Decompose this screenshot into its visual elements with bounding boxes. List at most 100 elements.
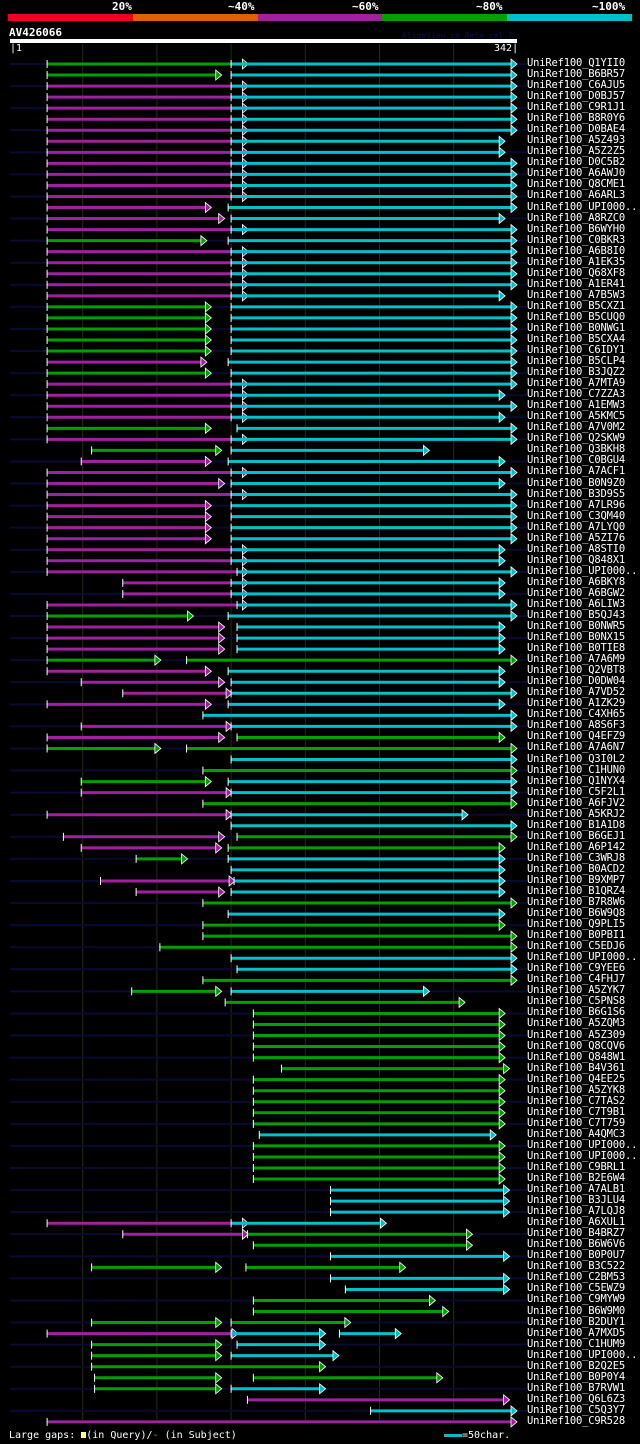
hit-row[interactable] <box>46 267 518 280</box>
hit-row[interactable] <box>46 599 518 611</box>
hit-label[interactable]: UniRef100_UPI000.. <box>527 1149 638 1162</box>
hit-label[interactable]: UniRef100_A7ACF1 <box>527 465 625 478</box>
hit-row[interactable] <box>46 179 518 192</box>
hit-row[interactable] <box>10 168 527 181</box>
hit-row[interactable] <box>46 554 506 567</box>
hit-label[interactable]: UniRef100_B3JLU4 <box>527 1194 625 1207</box>
hit-label[interactable]: UniRef100_B6W6V6 <box>527 1238 625 1251</box>
hit-row[interactable] <box>46 245 518 258</box>
hit-label[interactable]: UniRef100_A7B5W3 <box>527 288 625 301</box>
hit-row[interactable] <box>258 1129 497 1141</box>
hit-row[interactable] <box>91 1261 407 1274</box>
hit-label[interactable]: UniRef100_B6W9Q8 <box>527 907 625 920</box>
hit-label[interactable]: UniRef100_A8S6F3 <box>527 719 625 732</box>
hit-row[interactable] <box>10 676 527 689</box>
hit-row[interactable] <box>10 742 527 755</box>
hit-row[interactable] <box>252 1084 506 1097</box>
hit-label[interactable]: UniRef100_Q8CME1 <box>527 178 625 191</box>
hit-label[interactable]: UniRef100_A8RZC0 <box>527 211 625 224</box>
hit-label[interactable]: UniRef100_C6IDY1 <box>527 344 625 357</box>
hit-label[interactable]: UniRef100_B6BR57 <box>527 68 625 81</box>
hit-label[interactable]: UniRef100_B5CXA4 <box>527 333 625 345</box>
hit-row[interactable] <box>46 113 518 126</box>
hit-label[interactable]: UniRef100_A7LYQ0 <box>527 520 625 533</box>
hit-row[interactable] <box>10 1117 527 1130</box>
hit-row[interactable] <box>46 289 506 302</box>
hit-label[interactable]: UniRef100_A7MXD5 <box>527 1326 625 1339</box>
hit-row[interactable] <box>246 1393 511 1406</box>
hit-label[interactable]: UniRef100_A6FJV2 <box>527 796 625 809</box>
hit-row[interactable] <box>10 345 527 357</box>
hit-row[interactable] <box>10 720 527 733</box>
hit-row[interactable] <box>10 632 527 644</box>
hit-label[interactable]: UniRef100_UPI000.. <box>527 564 638 577</box>
hit-row[interactable] <box>10 80 527 92</box>
hit-row[interactable] <box>10 1095 527 1108</box>
hit-row[interactable] <box>10 256 527 269</box>
hit-row[interactable] <box>252 1040 506 1053</box>
hit-label[interactable]: UniRef100_Q3BKH8 <box>527 443 625 456</box>
hit-label[interactable]: UniRef100_A1ZK29 <box>527 697 625 710</box>
hit-row[interactable] <box>135 886 506 898</box>
hit-row[interactable] <box>10 58 527 70</box>
hit-label[interactable]: UniRef100_B3D9S5 <box>527 487 625 500</box>
hit-label[interactable]: UniRef100_B0TIE8 <box>527 642 625 655</box>
hit-row[interactable] <box>10 897 527 909</box>
hit-row[interactable] <box>10 477 527 490</box>
hit-row[interactable] <box>202 930 518 943</box>
hit-label[interactable]: UniRef100_A5KRJ2 <box>527 807 625 820</box>
hit-row[interactable] <box>91 1349 340 1362</box>
hit-row[interactable] <box>46 356 518 368</box>
hit-label[interactable]: UniRef100_A5ZYK7 <box>527 984 625 997</box>
hit-label[interactable]: UniRef100_A7ALB1 <box>527 1183 625 1196</box>
hit-label[interactable]: UniRef100_A8STI0 <box>527 542 625 555</box>
hit-label[interactable]: UniRef100_Q2SKW9 <box>527 432 625 445</box>
hit-label[interactable]: UniRef100_A5ZI76 <box>527 531 625 544</box>
hit-label[interactable]: UniRef100_C5Q3Y7 <box>527 1403 625 1416</box>
hit-row[interactable] <box>46 488 518 501</box>
hit-label[interactable]: UniRef100_A5ZYK8 <box>527 1083 625 1096</box>
hit-row[interactable] <box>10 786 527 799</box>
hit-row[interactable] <box>10 1360 527 1373</box>
hit-row[interactable] <box>10 499 527 512</box>
hit-label[interactable]: UniRef100_B2DUY1 <box>527 1315 625 1328</box>
hit-label[interactable]: UniRef100_B3C522 <box>527 1260 625 1273</box>
hit-row[interactable] <box>252 1173 506 1185</box>
hit-row[interactable] <box>10 808 527 821</box>
hit-row[interactable] <box>10 875 527 887</box>
hit-label[interactable]: UniRef100_Q9PLI5 <box>527 918 625 931</box>
hit-row[interactable] <box>46 1416 518 1428</box>
hit-row[interactable] <box>10 190 527 203</box>
hit-label[interactable]: UniRef100_D0DW04 <box>527 675 625 688</box>
hit-label[interactable]: UniRef100_A5Z309 <box>527 1028 625 1041</box>
hit-row[interactable] <box>94 1371 444 1384</box>
hit-label[interactable]: UniRef100_A7LQJ8 <box>527 1205 625 1218</box>
hit-label[interactable]: UniRef100_B1QRZ4 <box>527 885 625 897</box>
hit-label[interactable]: UniRef100_UPI000.. <box>527 1138 638 1151</box>
hit-row[interactable] <box>10 1228 527 1241</box>
hit-row[interactable] <box>46 400 518 413</box>
hit-row[interactable] <box>10 654 527 667</box>
hit-row[interactable] <box>80 775 518 788</box>
hit-label[interactable]: UniRef100_A7LR96 <box>527 498 625 511</box>
hit-row[interactable] <box>46 378 518 391</box>
hit-row[interactable] <box>10 1140 527 1152</box>
hit-row[interactable] <box>227 908 506 920</box>
hit-row[interactable] <box>46 91 518 103</box>
hit-row[interactable] <box>10 411 527 424</box>
hit-row[interactable] <box>202 709 518 722</box>
hit-row[interactable] <box>10 146 527 159</box>
hit-label[interactable]: UniRef100_Q1YII0 <box>527 57 625 69</box>
hit-label[interactable]: UniRef100_B0NWR5 <box>527 620 625 633</box>
hit-row[interactable] <box>252 1106 506 1119</box>
hit-label[interactable]: UniRef100_A7V0M2 <box>527 421 625 434</box>
hit-row[interactable] <box>10 985 527 998</box>
hit-label[interactable]: UniRef100_B0P0Y4 <box>527 1370 625 1383</box>
hit-row[interactable] <box>10 565 527 578</box>
hit-row[interactable] <box>230 819 518 832</box>
hit-label[interactable]: UniRef100_Q1NYX4 <box>527 774 625 787</box>
hit-row[interactable] <box>230 864 506 876</box>
hit-label[interactable]: UniRef100_C5F2L1 <box>527 785 625 798</box>
hit-label[interactable]: UniRef100_UPI000.. <box>527 1348 638 1361</box>
hit-row[interactable] <box>10 919 527 931</box>
